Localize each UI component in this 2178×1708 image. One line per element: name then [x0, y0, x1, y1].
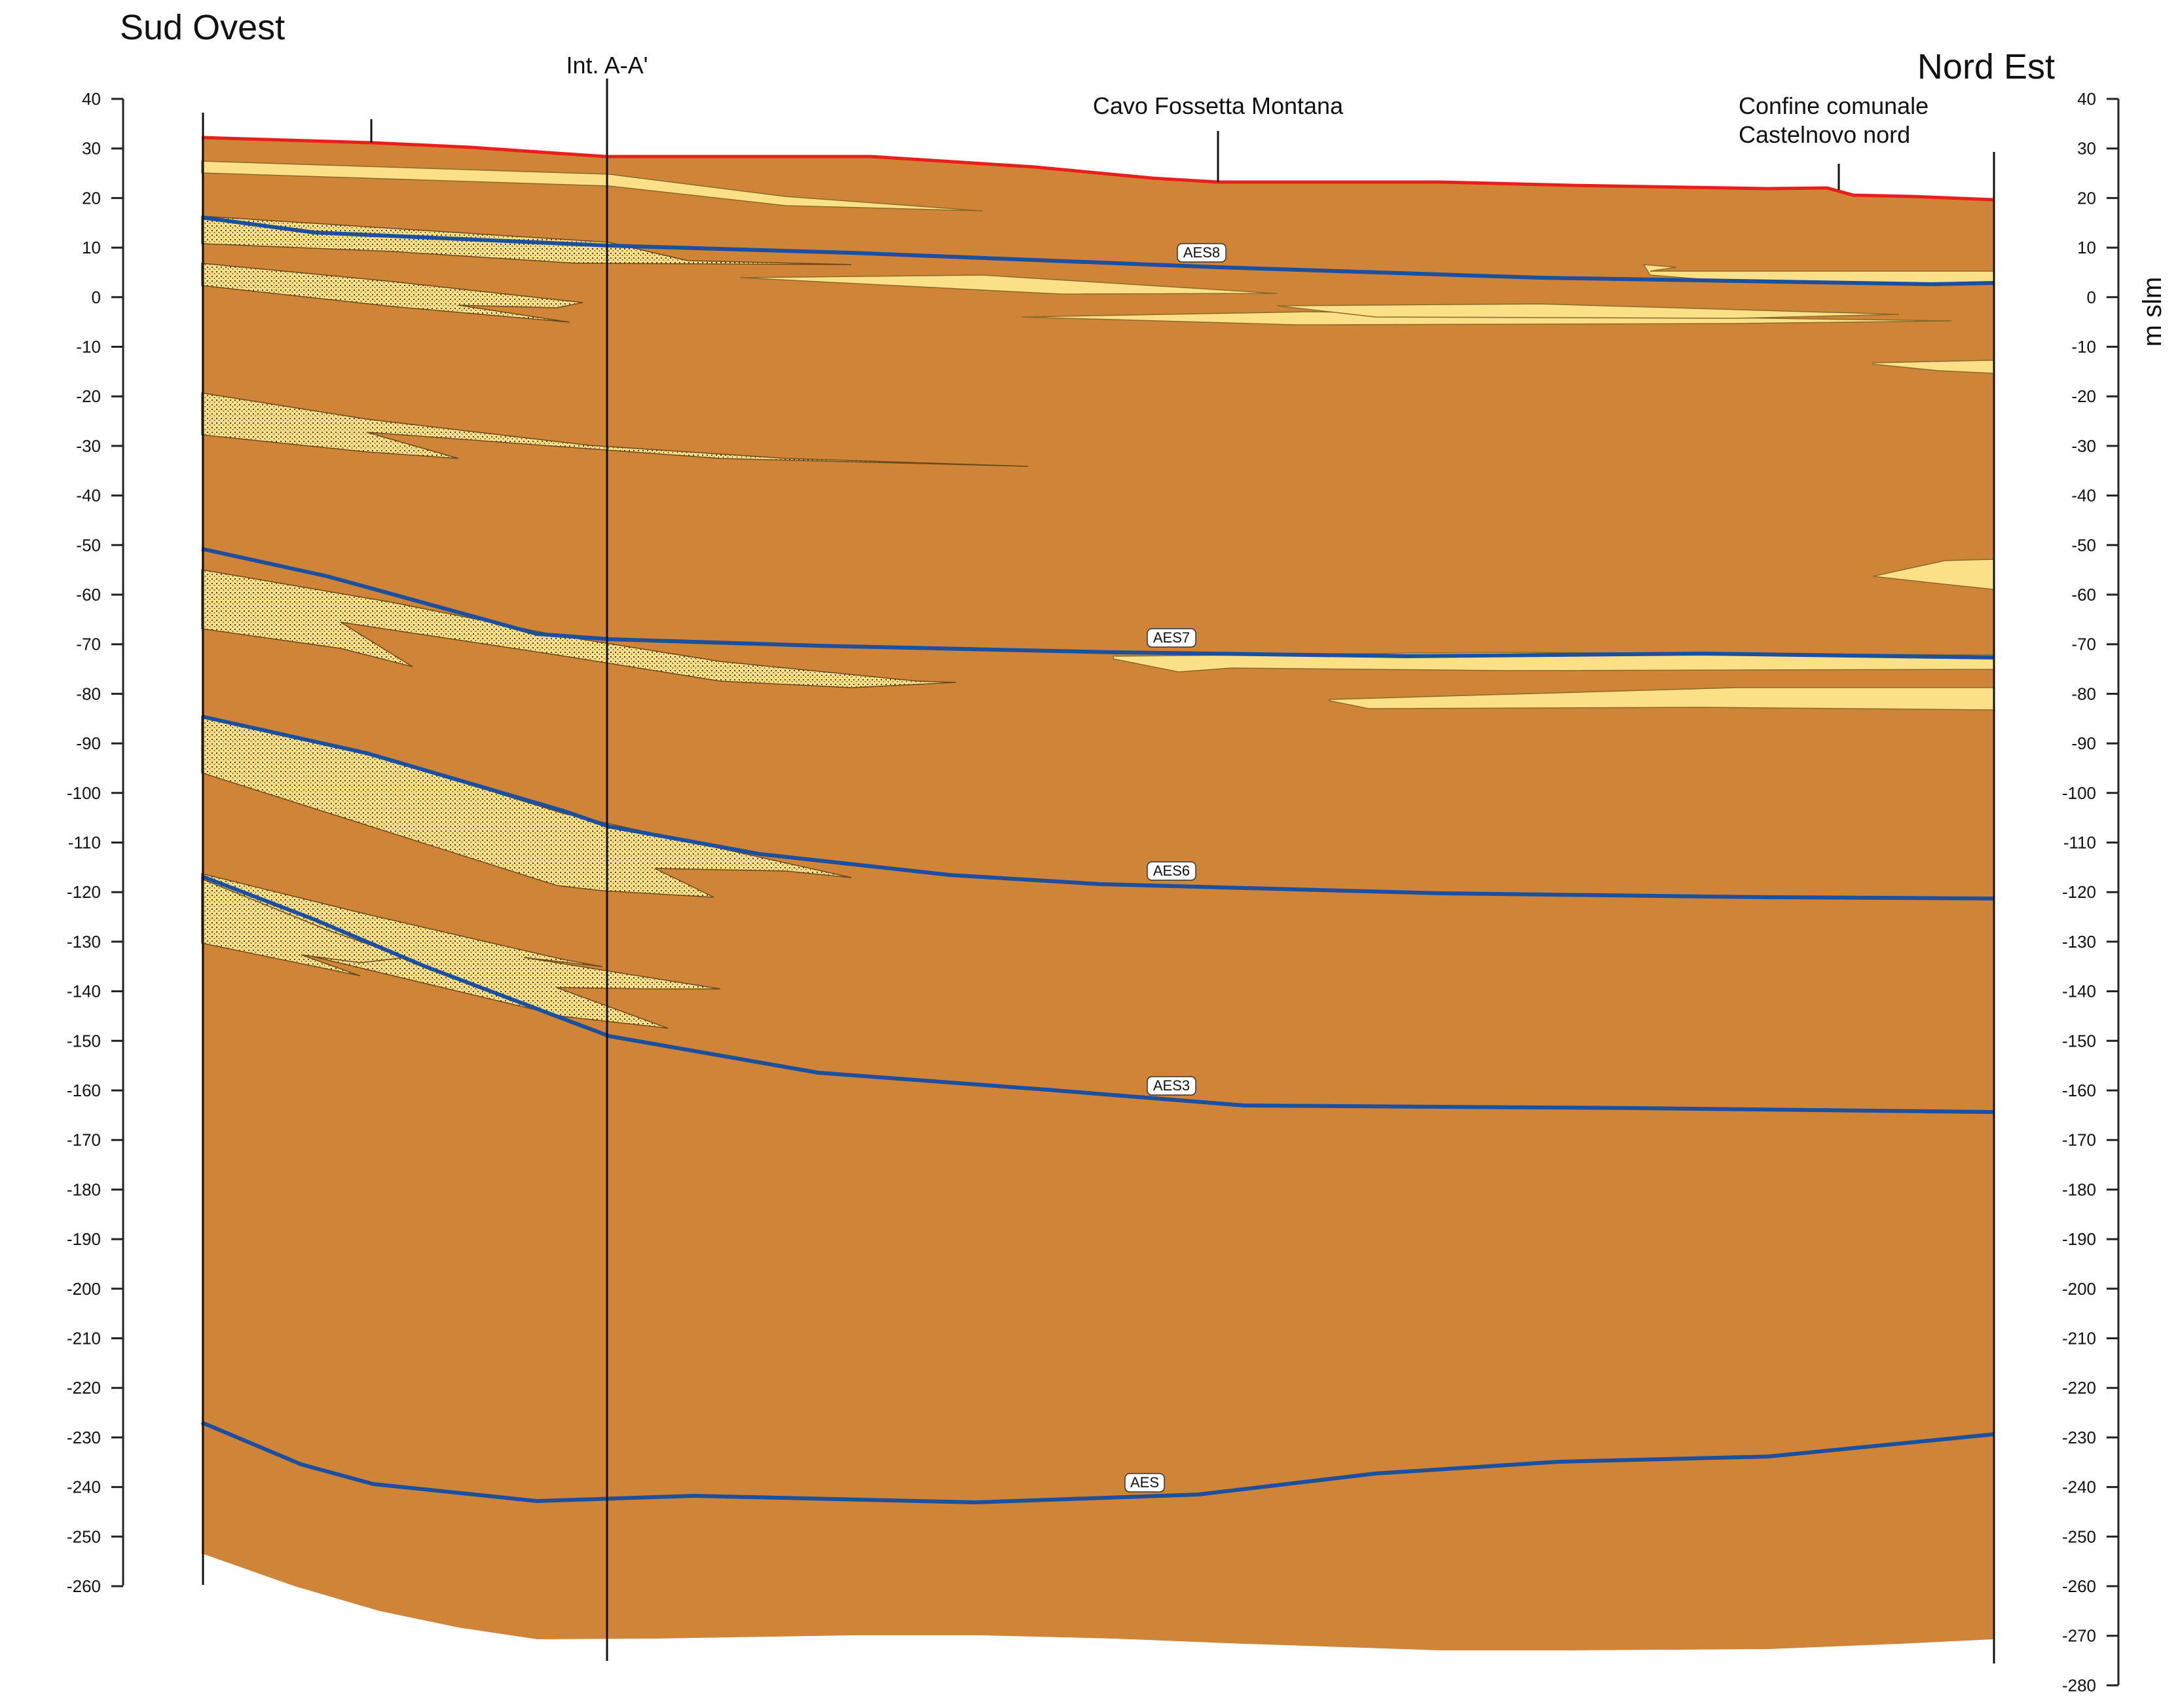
left-tick-label-14: -100 [67, 783, 101, 803]
boundary-aes [200, 1420, 1995, 1504]
right-tick-label-15: -110 [2063, 833, 2096, 853]
left-tick-label-7: -30 [76, 436, 101, 456]
left-tick-label-28: -240 [67, 1477, 101, 1497]
right-tick-label-18: -140 [2062, 982, 2096, 1001]
right-tick-label-25: -210 [2062, 1329, 2096, 1348]
right-tick-label-14: -100 [2062, 783, 2096, 803]
left-tick-label-21: -170 [67, 1130, 101, 1150]
left-tick-label-3: 10 [82, 238, 101, 257]
label-aes8: AES8 [1183, 244, 1220, 261]
right-tick-label-13: -90 [2071, 733, 2096, 753]
right-tick-label-5: -10 [2071, 337, 2096, 357]
right-tick-label-28: -240 [2062, 1477, 2096, 1497]
left-tick-label-11: -70 [76, 635, 101, 654]
left-tick-label-20: -160 [67, 1081, 101, 1100]
left-tick-label-6: -20 [76, 386, 101, 406]
right-tick-label-30: -260 [2062, 1576, 2096, 1596]
right-tick-label-12: -80 [2071, 684, 2096, 703]
vertical-lines [202, 79, 1995, 1663]
right-tick-label-26: -220 [2062, 1378, 2096, 1398]
right-tick-label-0: 40 [2077, 89, 2096, 109]
left-tick-label-19: -150 [67, 1031, 101, 1050]
left-tick-label-1: 30 [82, 139, 101, 158]
stratigraphic-boundaries [200, 215, 1995, 1504]
annotation-confine-1: Confine comunale [1739, 92, 1929, 119]
left-axis-ticks: 40 30 20 10 0 -10 -20 -30 -40 -50 -60 -70 -80 -90 -100… [67, 89, 123, 1596]
left-tick-label-13: -90 [76, 733, 101, 753]
boundary-aes3 [200, 874, 1995, 1114]
right-tick-label-11: -70 [2071, 635, 2096, 654]
right-tick-label-31: -270 [2062, 1626, 2096, 1646]
right-tick-label-6: -20 [2071, 386, 2096, 406]
left-tick-label-9: -50 [76, 535, 101, 555]
right-tick-label-32: -280 [2062, 1675, 2096, 1695]
left-tick-label-18: -140 [67, 982, 101, 1001]
left-tick-label-10: -60 [76, 585, 101, 604]
left-tick-label-22: -180 [67, 1179, 101, 1199]
title-sud-ovest: Sud Ovest [120, 8, 285, 47]
annotation-confine-2: Castelnovo nord [1739, 121, 1910, 148]
left-tick-label-15: -110 [68, 833, 101, 853]
title-nord-est: Nord Est [1917, 47, 2055, 86]
dotted-sand-bodies [201, 215, 1029, 1029]
right-tick-label-3: 10 [2077, 238, 2096, 257]
left-tick-label-24: -200 [67, 1279, 101, 1299]
left-tick-label-29: -250 [67, 1527, 101, 1546]
fine-deposits-body [202, 138, 1994, 1650]
left-tick-label-16: -120 [67, 882, 101, 902]
right-tick-label-29: -250 [2062, 1527, 2096, 1546]
left-tick-label-26: -220 [67, 1378, 101, 1398]
boundary-labels: AES8 AES7 AES6 AES3 AES [1124, 243, 1227, 1493]
topographic-surface [201, 136, 1995, 202]
right-tick-label-7: -30 [2071, 436, 2096, 456]
left-tick-label-12: -80 [76, 684, 101, 703]
axis-unit-label: m slm [2138, 277, 2167, 347]
left-tick-label-25: -210 [67, 1329, 101, 1348]
left-tick-label-30: -260 [67, 1576, 101, 1596]
left-tick-label-0: 40 [82, 89, 101, 109]
right-tick-label-1: 30 [2077, 139, 2096, 158]
right-tick-label-10: -60 [2071, 585, 2096, 604]
right-tick-label-23: -190 [2062, 1229, 2096, 1249]
label-aes7: AES7 [1153, 629, 1190, 646]
left-tick-label-5: -10 [76, 337, 101, 357]
boundary-aes6 [201, 715, 1995, 900]
label-aes: AES [1130, 1474, 1159, 1491]
label-aes3: AES3 [1153, 1077, 1190, 1094]
right-tick-label-8: -40 [2071, 486, 2096, 506]
sand-bodies [201, 160, 1995, 711]
left-tick-label-17: -130 [67, 932, 101, 952]
right-tick-label-27: -230 [2062, 1428, 2096, 1447]
left-tick-label-27: -230 [67, 1428, 101, 1447]
boundary-aes7 [201, 547, 1995, 659]
right-axis-ticks: 40 30 20 10 0 -10 -20 -30 -40 -50 -60 -70 -80 -90 -100… [2062, 89, 2118, 1695]
right-tick-label-4: 0 [2087, 288, 2096, 307]
right-tick-label-2: 20 [2077, 188, 2096, 208]
right-tick-label-17: -130 [2062, 932, 2096, 952]
right-tick-label-9: -50 [2071, 535, 2096, 555]
left-tick-label-4: 0 [92, 288, 101, 307]
right-tick-label-20: -160 [2062, 1081, 2096, 1100]
right-tick-label-22: -180 [2062, 1179, 2096, 1199]
annotation-cavo: Cavo Fossetta Montana [1093, 92, 1344, 119]
right-tick-label-21: -170 [2062, 1130, 2096, 1150]
right-tick-label-19: -150 [2062, 1031, 2096, 1050]
label-aes6: AES6 [1153, 863, 1190, 879]
boundary-aes8 [201, 215, 1995, 286]
right-tick-label-16: -120 [2062, 882, 2096, 902]
left-tick-label-8: -40 [76, 486, 101, 506]
left-tick-label-23: -190 [67, 1229, 101, 1249]
left-tick-label-2: 20 [82, 188, 101, 208]
annotation-int: Int. A-A' [566, 52, 648, 79]
right-tick-label-24: -200 [2062, 1279, 2096, 1299]
